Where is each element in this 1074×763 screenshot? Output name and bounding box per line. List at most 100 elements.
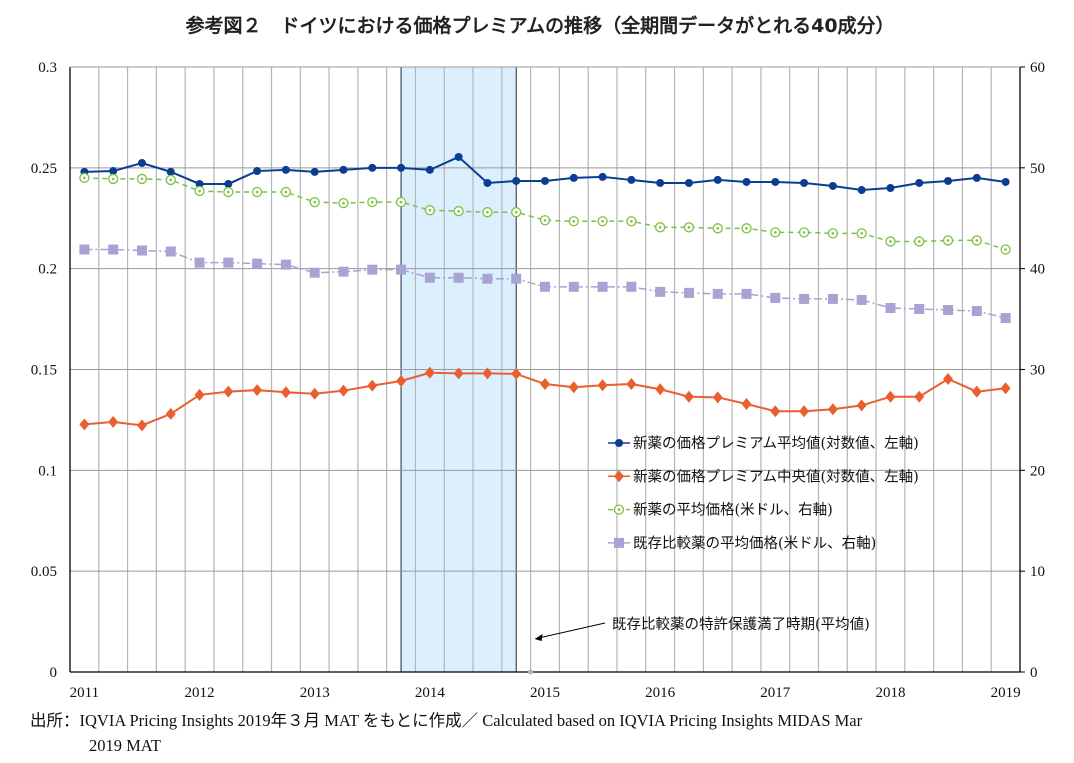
data-point-square (943, 305, 954, 316)
right-axis-tick-label: 10 (1030, 564, 1045, 580)
data-point-diamond (971, 385, 982, 398)
data-point-circle (281, 165, 290, 174)
footnote-line-1: 出所：IQVIA Pricing Insights 2019年３月 MAT をも… (30, 711, 863, 730)
data-point-square (540, 281, 550, 292)
data-point-circle (598, 172, 607, 181)
left-axis-tick-label: 0.1 (38, 463, 57, 479)
annotation-arrow-line (538, 622, 606, 639)
data-point-ring-dot (140, 177, 144, 181)
data-point-ring-dot (255, 190, 259, 194)
data-point-diamond (655, 383, 666, 396)
data-point-diamond (597, 379, 608, 392)
data-point-ring-dot (111, 177, 115, 181)
data-point-diamond (683, 390, 694, 403)
data-point-square (482, 273, 493, 284)
data-point-ring-dot (975, 239, 979, 242)
data-point-circle (886, 184, 895, 192)
data-point-ring-dot (617, 508, 621, 511)
data-point-square (136, 245, 147, 256)
data-point-circle (1001, 177, 1010, 186)
data-point-ring-dot (687, 226, 691, 229)
annotation-label: 既存比較薬の特許保護満了時期(平均値) (612, 615, 870, 633)
data-point-diamond (482, 367, 493, 380)
data-point-ring-dot (169, 178, 173, 182)
data-point-diamond (79, 418, 90, 431)
data-point-ring-dot (227, 190, 230, 194)
data-point-ring-dot (802, 231, 806, 234)
data-point-diamond (309, 387, 320, 400)
data-point-circle (253, 167, 262, 176)
data-point-ring-dot (342, 201, 345, 205)
data-point-circle (915, 178, 924, 187)
data-point-circle (425, 165, 434, 174)
data-point-diamond (280, 386, 291, 399)
data-point-diamond (108, 415, 119, 428)
data-point-square (614, 537, 624, 548)
data-point-square (597, 281, 608, 292)
series-3 (79, 172, 1011, 255)
data-point-circle (454, 152, 463, 161)
data-point-ring-dot (514, 210, 518, 214)
data-point-square (252, 258, 263, 269)
x-axis-tick-label: 2019 (991, 685, 1021, 701)
data-point-diamond (799, 405, 810, 418)
data-point-circle (800, 178, 809, 187)
data-point-circle (166, 167, 175, 176)
right-axis-tick-label: 0 (1030, 665, 1038, 681)
data-point-circle (339, 165, 348, 174)
left-axis-tick-label: 0.05 (31, 564, 57, 580)
data-point-ring-dot (399, 200, 403, 204)
data-point-circle (483, 178, 492, 187)
data-point-circle (944, 176, 953, 185)
data-point-diamond (396, 374, 407, 387)
data-point-square (626, 281, 637, 292)
legend-item: 新薬の価格プレミアム平均値(対数値、左軸) (608, 435, 919, 452)
data-point-circle (224, 179, 233, 188)
data-point-ring-dot (658, 226, 662, 229)
data-point-ring-dot (457, 209, 460, 213)
right-axis-tick-label: 60 (1030, 60, 1045, 76)
data-point-circle (541, 176, 549, 185)
data-point-diamond (712, 391, 723, 404)
data-point-circle (195, 179, 204, 188)
data-point-diamond (252, 384, 263, 397)
series-4 (79, 244, 1011, 324)
data-point-ring-dot (83, 176, 86, 180)
data-point-square (280, 259, 291, 270)
data-point-square (367, 264, 378, 275)
series-line (84, 177, 1006, 251)
data-point-square (1000, 313, 1011, 324)
data-point-circle (684, 178, 693, 187)
legend-label: 既存比較薬の平均価格(米ドル、右軸) (633, 534, 876, 552)
data-point-circle (713, 175, 722, 184)
x-axis-tick-label: 2013 (300, 685, 330, 701)
data-point-diamond (223, 385, 234, 398)
x-axis-tick-label: 2012 (185, 685, 215, 701)
data-point-square (770, 292, 781, 303)
data-point-circle (656, 178, 665, 187)
data-point-diamond (914, 390, 925, 403)
data-point-square (424, 272, 435, 283)
data-point-square (338, 266, 349, 277)
data-point-circle (512, 176, 521, 185)
left-axis-tick-label: 0.3 (38, 60, 57, 76)
x-axis-tick-label: 2017 (760, 685, 791, 701)
series-2 (79, 366, 1011, 432)
legend-label: 新薬の平均価格(米ドル、右軸) (633, 502, 833, 519)
right-axis-tick-label: 30 (1030, 363, 1045, 379)
data-point-ring-dot (889, 240, 892, 243)
data-point-diamond (367, 379, 378, 392)
data-point-diamond (741, 397, 752, 410)
data-point-circle (771, 177, 780, 186)
data-point-square (194, 257, 205, 268)
data-point-circle (569, 173, 578, 182)
data-point-ring-dot (486, 210, 489, 214)
arrow-head-icon (534, 634, 543, 641)
data-point-diamond (136, 419, 147, 432)
x-axis-tick-label: 2011 (70, 685, 99, 701)
x-axis-tick-label: 2015 (530, 685, 560, 701)
data-point-circle (828, 181, 837, 190)
data-point-square (223, 257, 234, 268)
